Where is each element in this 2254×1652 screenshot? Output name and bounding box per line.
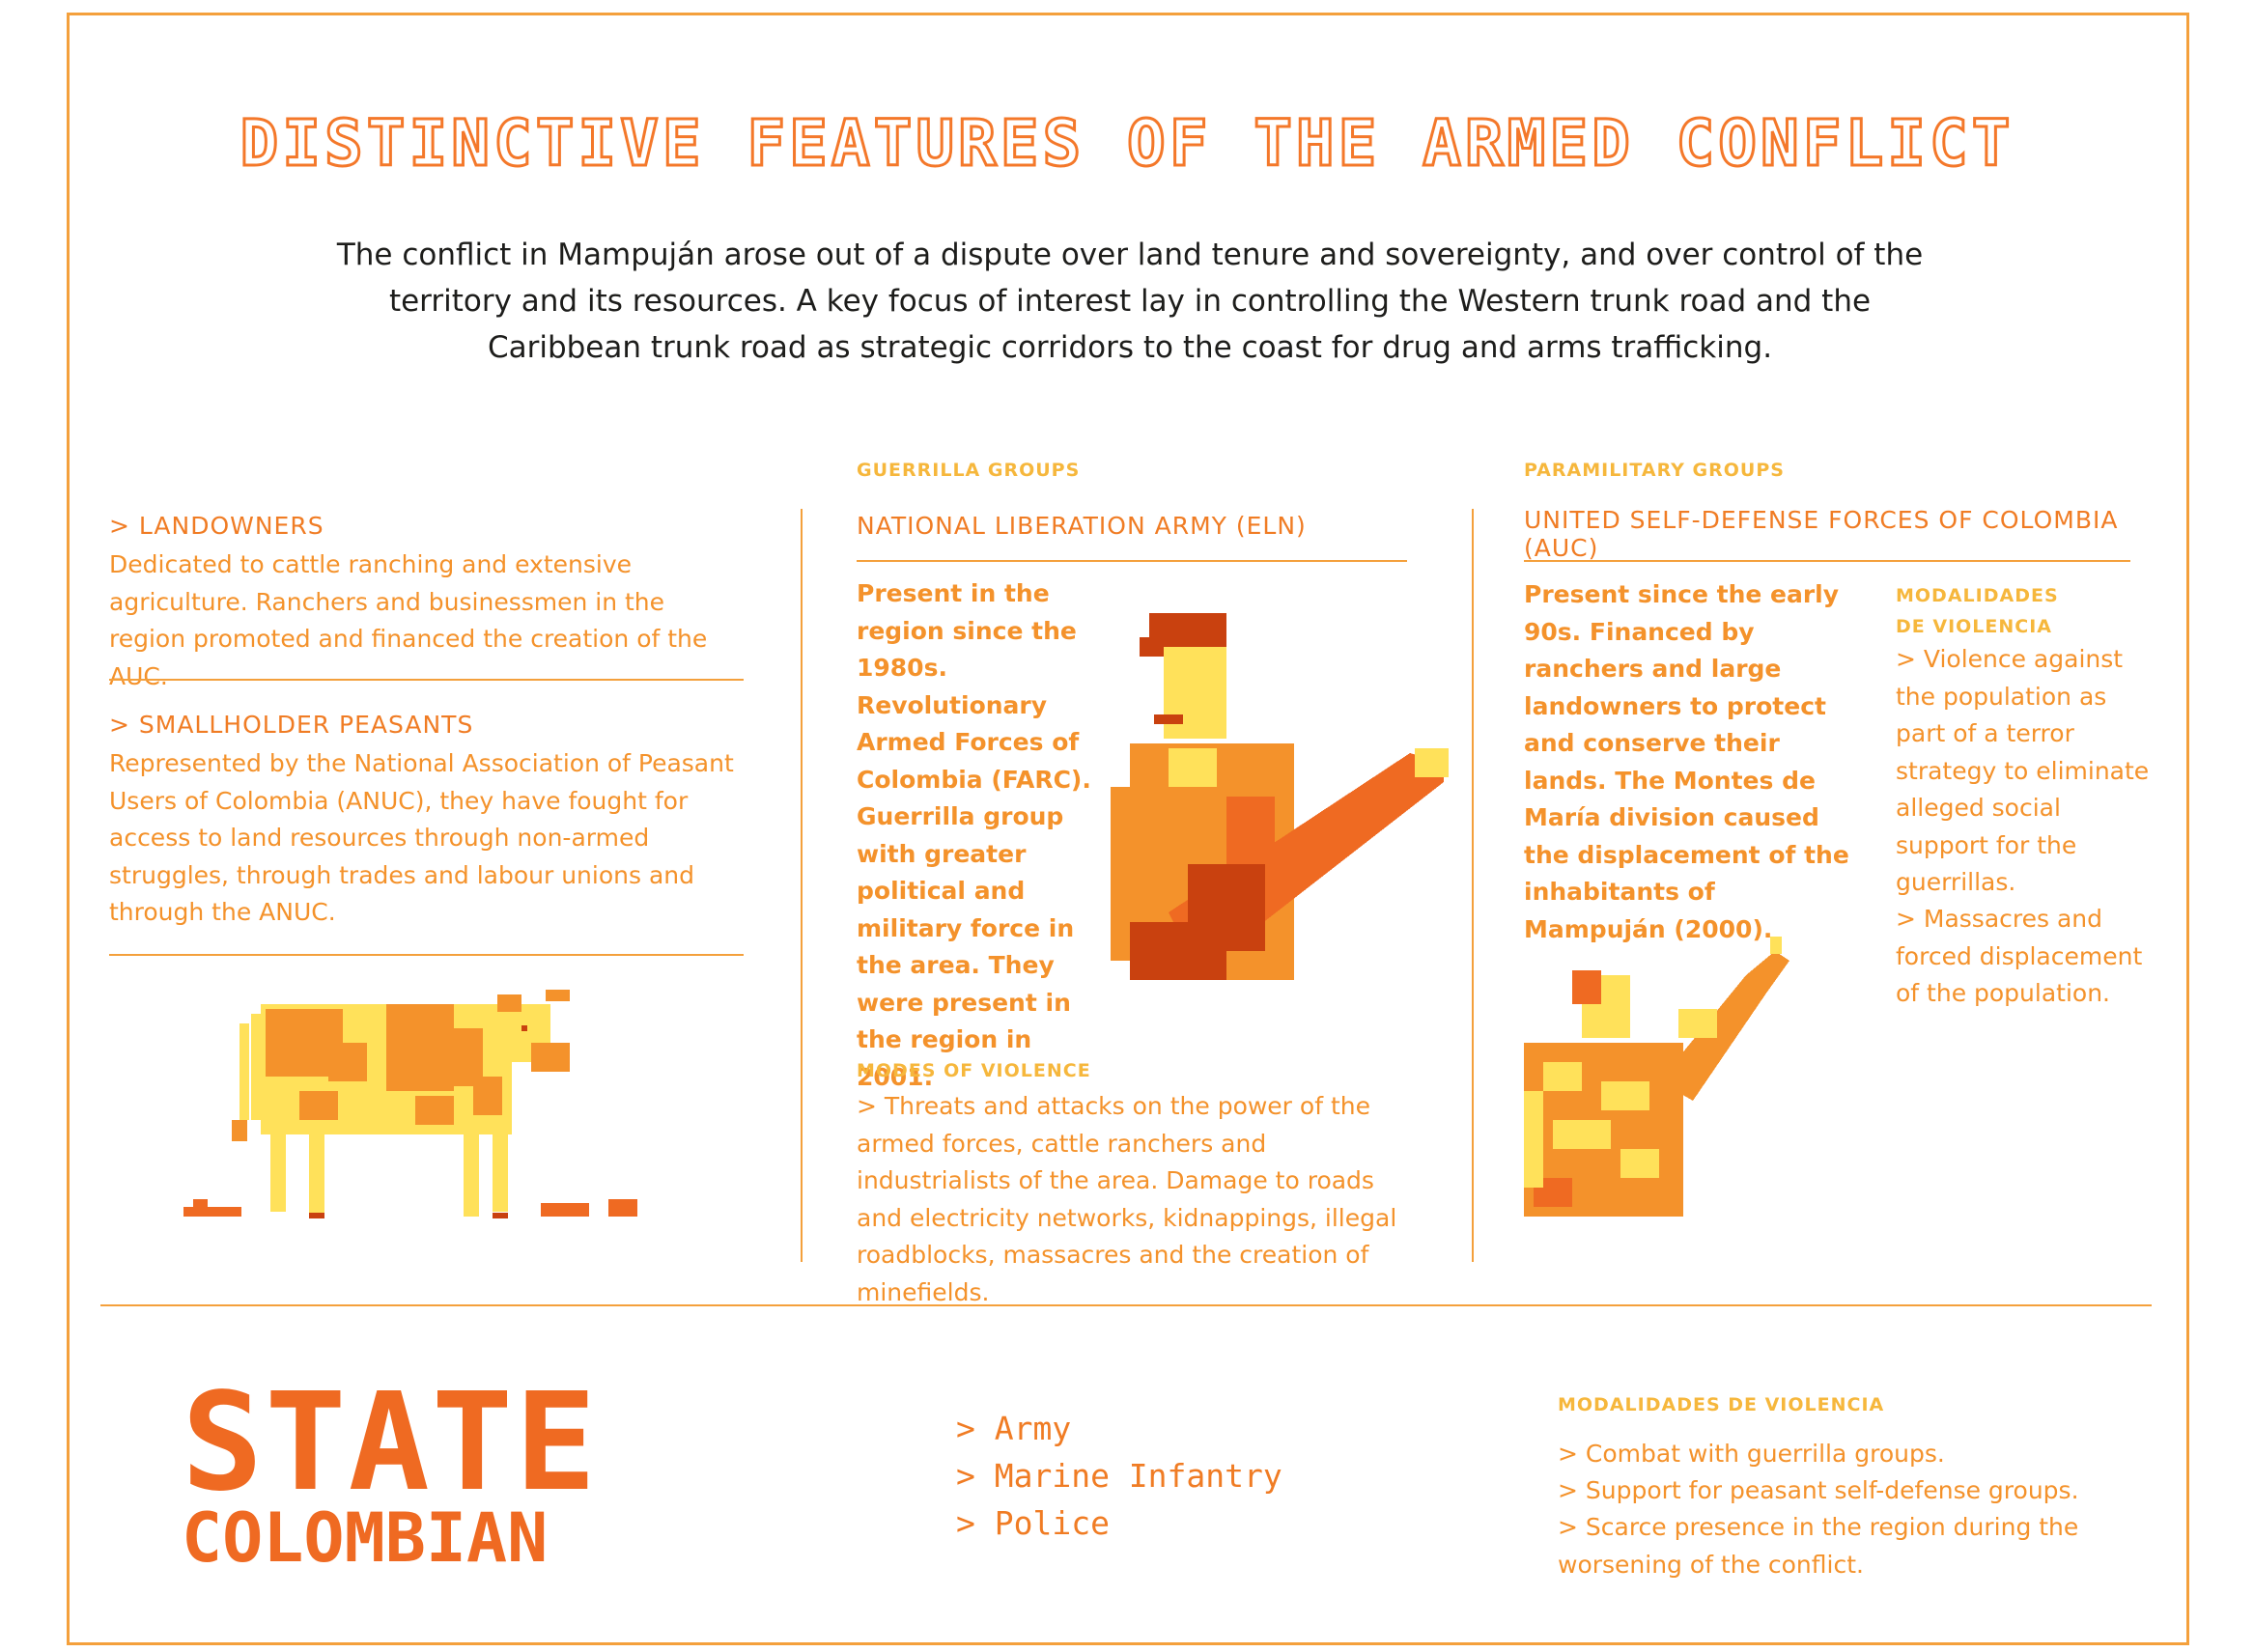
state-title: STATE — [182, 1364, 599, 1522]
paramilitary-modes-text-1: > Violence against the population as par… — [1896, 645, 2150, 896]
guerrilla-groups-label: GUERRILLA GROUPS — [857, 460, 1081, 481]
modalidades-label-1: MODALIDADES — [1896, 585, 2059, 606]
divider — [1524, 560, 2130, 562]
modalidades-label-2: DE VIOLENCIA — [1896, 616, 2052, 637]
section-divider — [100, 1304, 2152, 1306]
auc-text: Present since the early 90s. Financed by… — [1524, 580, 1849, 943]
marine-infantry-item: > Marine Infantry — [956, 1457, 1282, 1495]
peasants-title: > SMALLHOLDER PEASANTS — [109, 711, 474, 739]
paramilitary-groups-label: PARAMILITARY GROUPS — [1524, 460, 1785, 481]
cow-illustration — [183, 990, 637, 1218]
state-subtitle: COLOMBIAN — [182, 1498, 549, 1578]
auc-heading: UNITED SELF-DEFENSE FORCES OF COLOMBIA (… — [1524, 506, 2119, 562]
column-divider — [1472, 509, 1474, 1262]
eln-text: Present in the region since the 1980s. R… — [857, 579, 1091, 1091]
page-title: DISTINCTIVE FEATURES OF THE ARMED CONFLI… — [239, 105, 2015, 182]
page-border — [67, 13, 2189, 1645]
guerrilla-soldier-illustration — [1111, 613, 1449, 980]
divider — [857, 560, 1407, 562]
landowners-title: > LANDOWNERS — [109, 512, 324, 540]
column-divider — [801, 509, 803, 1262]
eln-heading: NATIONAL LIBERATION ARMY (ELN) — [857, 512, 1307, 540]
state-modes-label: MODALIDADES DE VIOLENCIA — [1558, 1394, 1885, 1415]
state-mode-2: > Support for peasant self-defense group… — [1558, 1476, 2079, 1504]
divider — [109, 679, 744, 681]
state-mode-3: > Scarce presence in the region during t… — [1558, 1513, 2079, 1579]
state-mode-1: > Combat with guerrilla groups. — [1558, 1440, 1945, 1468]
intro-paragraph: The conflict in Mampuján arose out of a … — [336, 238, 1924, 365]
modes-of-violence-label: MODES OF VIOLENCE — [857, 1060, 1091, 1081]
divider — [109, 954, 744, 956]
modes-of-violence-text: > Threats and attacks on the power of th… — [857, 1092, 1397, 1306]
paramilitary-soldier-illustration — [1524, 937, 1789, 1217]
peasants-text: Represented by the National Association … — [109, 749, 734, 926]
police-item: > Police — [956, 1504, 1110, 1542]
paramilitary-modes-text-2: > Massacres and forced displacement of t… — [1896, 905, 2143, 1007]
army-item: > Army — [956, 1410, 1072, 1447]
landowners-text: Dedicated to cattle ranching and extensi… — [109, 550, 708, 690]
